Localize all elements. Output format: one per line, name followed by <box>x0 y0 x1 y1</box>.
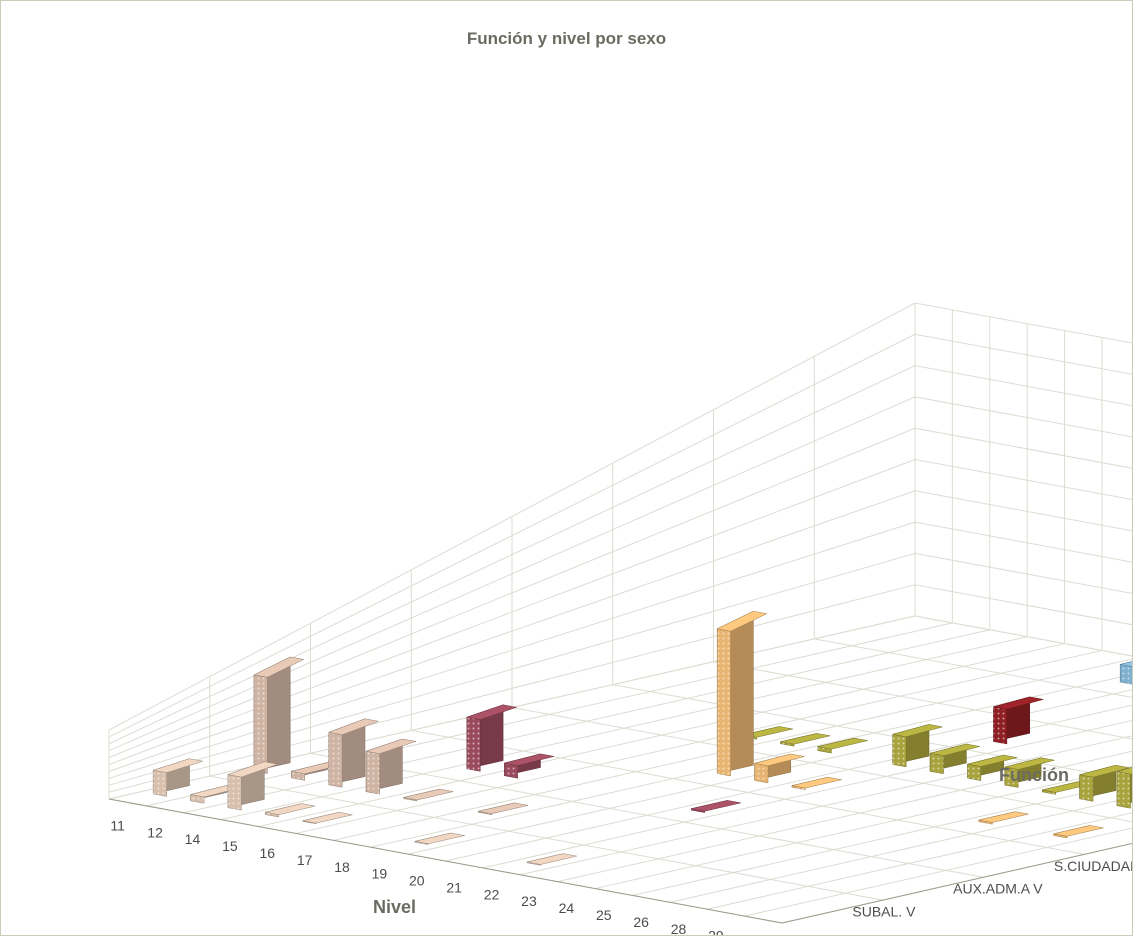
bar-15-aux-adm-a-v <box>366 739 416 794</box>
x-tick-label: 25 <box>596 907 612 923</box>
y-tick-label: S.CIUDADANA V <box>1054 858 1132 874</box>
x-tick-label: 19 <box>372 866 388 882</box>
x-tick-label: 20 <box>409 873 425 889</box>
x-tick-label: 21 <box>446 879 462 895</box>
x-tick-label: 26 <box>633 914 649 930</box>
x-tick-label: 15 <box>222 838 238 854</box>
x-tick-label: 17 <box>297 852 313 868</box>
y-axis-title: Función <box>999 765 1069 786</box>
x-tick-label: 22 <box>484 886 500 902</box>
bar-16-s-ciudadana-v <box>504 754 554 778</box>
x-tick-label: 12 <box>147 824 163 840</box>
x-tick-label: 23 <box>521 893 537 909</box>
grid-layer <box>109 303 1132 923</box>
y-tick-label: AUX.ADM.A V <box>953 881 1043 897</box>
bar-11-subal-v <box>153 759 203 797</box>
bar-15-s-ciudadana-v <box>467 705 517 772</box>
x-tick-label: 28 <box>671 921 687 935</box>
x-tick-label: 24 <box>559 900 575 916</box>
chart-title: Función y nivel por sexo <box>1 29 1132 49</box>
wall-gridline-z <box>109 303 1132 730</box>
bar-14-subal-v <box>228 762 278 810</box>
x-tick-label: 16 <box>259 845 275 861</box>
x-tick-label: 11 <box>110 817 125 833</box>
x-tick-label: 14 <box>185 831 201 847</box>
floor-gridline-y <box>311 753 984 877</box>
x-tick-label: 29 <box>708 928 724 935</box>
floor-gridline-y <box>210 776 883 900</box>
bar-19-adma-v <box>717 611 767 776</box>
x-tick-label: 18 <box>334 859 350 875</box>
x-axis-line <box>109 799 782 923</box>
x-axis-title: Nivel <box>373 897 416 918</box>
y-tick-label: SUBAL. V <box>852 904 916 920</box>
